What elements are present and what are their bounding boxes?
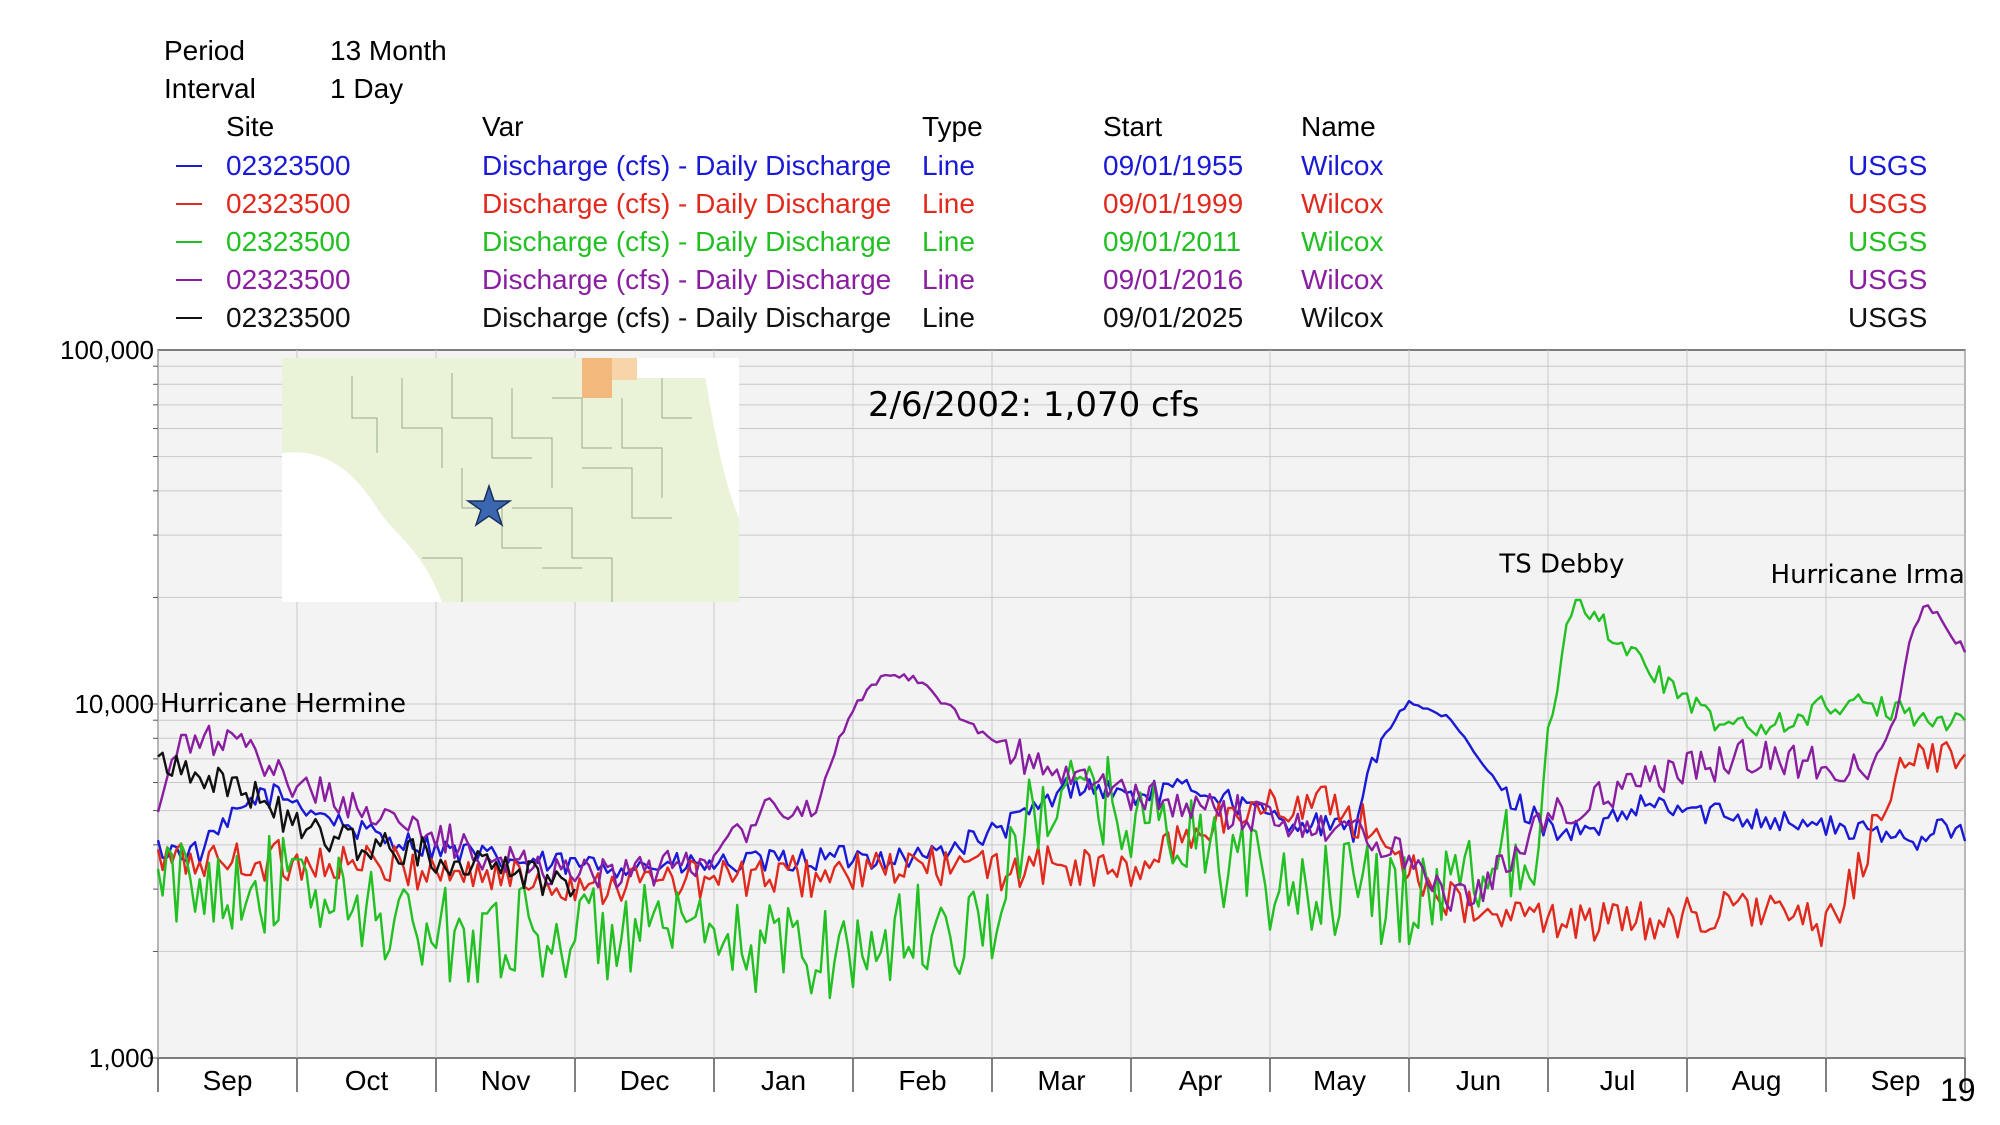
- legend-agency: USGS: [1848, 150, 1928, 181]
- map-atlantic-water: [702, 358, 739, 518]
- legend-swatch: [176, 241, 202, 243]
- legend-var: Discharge (cfs) - Daily Discharge: [482, 302, 892, 333]
- legend-var: Discharge (cfs) - Daily Discharge: [482, 226, 892, 257]
- legend-agency: USGS: [1848, 188, 1928, 219]
- legend-row: 02323500 Discharge (cfs) - Daily Discharg…: [0, 261, 2000, 299]
- legend-header-type: Type: [922, 111, 983, 142]
- legend-name: Wilcox: [1301, 226, 1384, 257]
- legend-header-start: Start: [1103, 111, 1163, 142]
- slide-number: 19: [1940, 1072, 1976, 1108]
- legend-type: Line: [922, 226, 975, 257]
- legend-start: 09/01/2025: [1103, 302, 1244, 333]
- interval-label: Interval: [164, 73, 256, 104]
- map-county-highlight: [582, 358, 612, 398]
- legend-type: Line: [922, 150, 975, 181]
- legend-site: 02323500: [226, 302, 351, 333]
- legend-swatch: [176, 317, 202, 319]
- x-tick-label: Aug: [1732, 1065, 1782, 1096]
- chart-annotation: Hurricane Irma: [1771, 560, 1965, 590]
- y-tick-label: 1,000: [89, 1043, 154, 1073]
- y-tick-label: 100,000: [60, 335, 154, 365]
- legend-name: Wilcox: [1301, 188, 1384, 219]
- legend-agency: USGS: [1848, 226, 1928, 257]
- legend-row: 02323500 Discharge (cfs) - Daily Discharg…: [0, 223, 2000, 261]
- x-tick-label: Sep: [1871, 1065, 1921, 1096]
- legend-start: 09/01/2011: [1103, 226, 1242, 257]
- location-map-inset: [282, 358, 739, 602]
- series-line: [156, 699, 1967, 879]
- legend-site: 02323500: [226, 150, 351, 181]
- legend-var: Discharge (cfs) - Daily Discharge: [482, 264, 892, 295]
- legend-swatch: [176, 279, 202, 281]
- legend-header-site: Site: [226, 111, 275, 142]
- legend-name: Wilcox: [1301, 302, 1384, 333]
- y-tick-label: 10,000: [74, 689, 154, 719]
- legend-site: 02323500: [226, 226, 351, 257]
- legend-agency: USGS: [1848, 302, 1928, 333]
- x-tick-label: Apr: [1179, 1065, 1223, 1096]
- interval-value: 1 Day: [330, 73, 404, 104]
- x-tick-label: Feb: [898, 1065, 946, 1096]
- legend-row: 02323500 Discharge (cfs) - Daily Discharg…: [0, 147, 2000, 185]
- legend-start: 09/01/1955: [1103, 150, 1244, 181]
- x-tick-label: Mar: [1037, 1065, 1085, 1096]
- legend-agency: USGS: [1848, 264, 1928, 295]
- legend-name: Wilcox: [1301, 150, 1384, 181]
- x-tick-label: Jun: [1456, 1065, 1501, 1096]
- period-value: 13 Month: [330, 35, 447, 66]
- chart-annotation: TS Debby: [1498, 550, 1624, 580]
- legend-site: 02323500: [226, 188, 351, 219]
- map-county-lines: [351, 373, 692, 602]
- legend-row: 02323500 Discharge (cfs) - Daily Discharg…: [0, 185, 2000, 223]
- series-line: [157, 751, 577, 898]
- x-tick-label: Jul: [1600, 1065, 1636, 1096]
- legend-row: 02323500 Discharge (cfs) - Daily Discharg…: [0, 299, 2000, 337]
- period-label: Period: [164, 35, 245, 66]
- legend-name: Wilcox: [1301, 264, 1384, 295]
- legend-header-var: Var: [482, 111, 524, 142]
- legend-type: Line: [922, 264, 975, 295]
- legend-swatch: [176, 165, 202, 167]
- legend-start: 09/01/1999: [1103, 188, 1244, 219]
- legend-header-name: Name: [1301, 111, 1376, 142]
- x-tick-label: Dec: [620, 1065, 670, 1096]
- legend-site: 02323500: [226, 264, 351, 295]
- chart-annotation: 2/6/2002: 1,070 cfs: [868, 385, 1199, 425]
- x-tick-label: May: [1313, 1065, 1366, 1096]
- gauge-location-star-icon: [465, 483, 513, 527]
- legend-type: Line: [922, 188, 975, 219]
- legend-type: Line: [922, 302, 975, 333]
- series-line: [156, 741, 1966, 948]
- chart-annotation: Hurricane Hermine: [160, 689, 406, 719]
- map-gulf-water: [282, 452, 442, 602]
- legend-var: Discharge (cfs) - Daily Discharge: [482, 150, 892, 181]
- x-tick-label: Nov: [481, 1065, 531, 1096]
- legend-start: 09/01/2016: [1103, 264, 1244, 295]
- series-line: [156, 604, 1967, 912]
- series-line: [156, 598, 1966, 1000]
- x-tick-label: Jan: [761, 1065, 806, 1096]
- x-tick-label: Sep: [203, 1065, 253, 1096]
- legend-swatch: [176, 203, 202, 205]
- x-tick-label: Oct: [345, 1065, 389, 1096]
- legend-var: Discharge (cfs) - Daily Discharge: [482, 188, 892, 219]
